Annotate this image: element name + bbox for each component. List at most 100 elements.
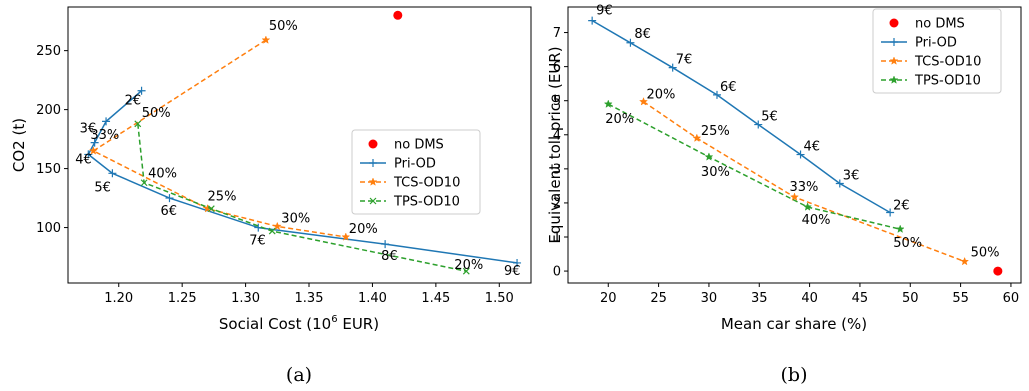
x-tick-label: 1.50	[485, 291, 514, 306]
data-point-pri-od	[712, 90, 721, 99]
data-label-tps-od10: 50%	[893, 236, 922, 251]
data-label-pri-od: 6€	[160, 204, 177, 219]
x-tick-label: 20	[600, 291, 617, 306]
legend-swatch-marker	[369, 197, 377, 205]
data-point-no-dms	[993, 266, 1003, 276]
data-point-tcs-od10	[272, 221, 282, 231]
data-point-pri-od	[754, 120, 763, 129]
x-tick-label: 1.35	[295, 291, 324, 306]
y-tick-label: 4	[553, 128, 561, 143]
x-axis-label: Mean car share (%)	[721, 315, 867, 333]
legend-label-tps-od10: TPS-OD10	[393, 195, 460, 210]
data-label-pri-od: 7€	[676, 53, 693, 68]
legend-label-pri-od: Pri-OD	[394, 157, 436, 172]
data-point-pri-od	[835, 179, 844, 188]
data-label-tps-od10: 30%	[701, 165, 730, 180]
series-line-tps-od10	[607, 103, 901, 230]
y-tick-label: 2	[553, 196, 561, 211]
x-tick-label: 1.30	[231, 291, 260, 306]
x-tick-label: 55	[952, 291, 969, 306]
y-axis-label: Equivalent toll price (EUR)	[546, 46, 564, 243]
legend-label-no-dms: no DMS	[915, 17, 965, 32]
data-label-pri-od: 7€	[249, 234, 266, 249]
data-label-tps-od10: 40%	[802, 213, 831, 228]
legend-label-tcs-od10: TCS-OD10	[393, 176, 460, 191]
y-tick-label: 150	[36, 162, 61, 177]
x-tick-label: 25	[650, 291, 667, 306]
data-point-pri-od	[381, 240, 390, 249]
data-label-pri-od: 2€	[125, 94, 142, 109]
data-label-tcs-od10: 30%	[281, 211, 310, 226]
data-point-tps-od10	[134, 120, 142, 128]
plot-frame	[567, 6, 1022, 284]
legend-box	[872, 8, 1002, 94]
data-label-tcs-od10: 33%	[790, 180, 819, 195]
data-point-pri-od	[668, 63, 677, 72]
data-label-pri-od: 5€	[761, 110, 778, 125]
legend-label-pri-od: Pri-OD	[915, 36, 957, 51]
data-point-tcs-od10	[692, 133, 702, 142]
data-point-tcs-od10	[790, 192, 799, 201]
series-line-pri-od	[591, 19, 891, 214]
y-tick-label: 100	[36, 221, 61, 236]
x-tick-label: 40	[801, 291, 818, 306]
data-label-pri-od: 2€	[893, 198, 910, 213]
data-point-tps-od10	[803, 202, 813, 211]
data-point-tps-od10	[462, 267, 470, 275]
panel-b-toll-vs-car-share: 9€ 8€ 7€ 6€ 5€ 4€ 3€ 2€ 20% 25% 33% 50% 20% 30% 40% 50%…	[546, 4, 1022, 386]
data-point-no-dms	[393, 10, 403, 20]
data-label-tcs-od10: 25%	[208, 190, 237, 205]
x-tick-label: 60	[1003, 291, 1020, 306]
legend-swatch-marker	[889, 56, 899, 65]
data-label-pri-od: 9€	[504, 264, 521, 279]
series-line-tcs-od10	[91, 39, 346, 238]
x-tick-label: 50	[902, 291, 919, 306]
data-point-tps-od10	[207, 205, 215, 213]
data-point-pri-od	[165, 194, 174, 203]
y-tick-label: 7	[553, 26, 561, 41]
data-point-tcs-od10	[88, 146, 98, 155]
data-point-tcs-od10	[639, 97, 648, 106]
data-point-tcs-od10	[960, 256, 970, 266]
x-tick-label: 1.25	[168, 291, 197, 306]
x-tick-label: 1.40	[358, 291, 387, 306]
y-tick-label: 6	[553, 60, 561, 75]
legend-label-tps-od10: TPS-OD10	[914, 74, 981, 89]
data-label-pri-od: 8€	[381, 249, 398, 264]
data-point-tps-od10	[895, 224, 905, 233]
x-axis-label: Social Cost (106 EUR)	[219, 314, 379, 333]
data-label-pri-od: 3€	[843, 169, 860, 184]
legend-swatch-marker	[889, 75, 899, 84]
data-point-pri-od	[90, 138, 99, 147]
data-label-tcs-od10: 33%	[90, 128, 119, 143]
x-tick-label: 30	[701, 291, 718, 306]
data-label-tcs-od10: 50%	[269, 19, 298, 34]
data-point-pri-od	[102, 117, 111, 126]
legend-box	[351, 129, 481, 215]
legend-swatch-marker	[368, 139, 378, 149]
x-tick-label: 1.20	[104, 291, 133, 306]
data-point-tps-od10	[603, 99, 613, 108]
series-line-tcs-od10	[643, 101, 965, 263]
caption-a: (a)	[286, 364, 312, 386]
legend-swatch-marker	[890, 38, 898, 46]
y-axis-label: CO2 (t)	[10, 118, 28, 172]
data-point-tps-od10	[140, 179, 148, 187]
data-point-pri-od	[626, 38, 635, 47]
data-point-tcs-od10	[341, 232, 351, 241]
data-point-pri-od	[108, 169, 117, 178]
y-tick-label: 200	[36, 103, 61, 118]
legend-label-tcs-od10: TCS-OD10	[914, 55, 981, 70]
legend-swatch-marker	[369, 159, 377, 167]
data-label-tps-od10: 40%	[148, 167, 177, 182]
legend-swatch-marker	[889, 18, 899, 28]
x-tick-label: 45	[852, 291, 869, 306]
data-label-pri-od: 6€	[720, 80, 737, 95]
data-label-tps-od10: 20%	[605, 112, 634, 127]
caption-b: (b)	[781, 364, 808, 386]
data-point-pri-od	[886, 208, 895, 217]
data-label-tcs-od10: 25%	[701, 124, 730, 139]
data-point-tps-od10	[268, 227, 276, 235]
data-label-pri-od: 4€	[75, 152, 92, 167]
